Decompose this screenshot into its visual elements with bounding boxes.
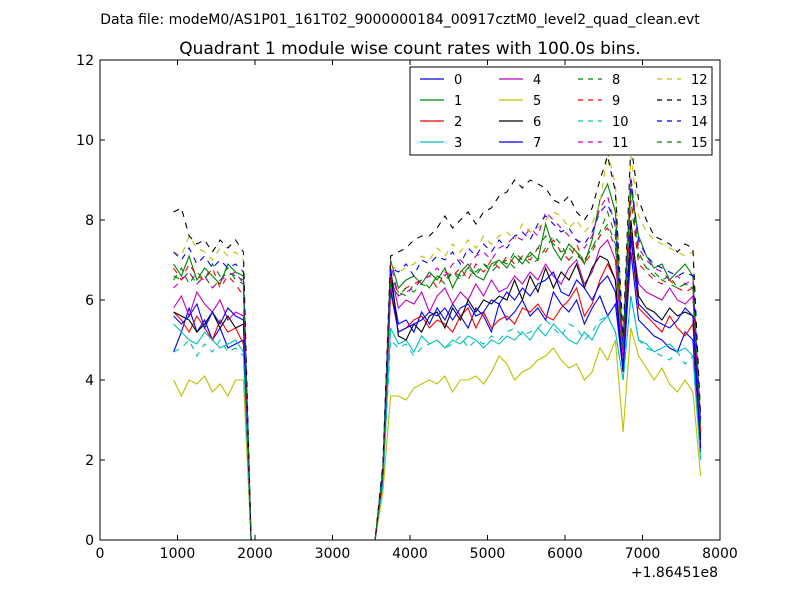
legend-label-7: 7	[533, 136, 541, 151]
legend-label-6: 6	[533, 115, 541, 130]
legend-label-12: 12	[691, 73, 708, 88]
series-line-15	[173, 183, 702, 541]
x-tick-label-3000: 3000	[315, 546, 351, 562]
y-tick-label-10: 10	[76, 133, 94, 149]
x-tick-label-1000: 1000	[160, 546, 196, 562]
x-axis-offset-label: +1.86451e8	[631, 565, 718, 581]
x-tick-label-2000: 2000	[237, 546, 273, 562]
chart-title: Quadrant 1 module wise count rates with …	[179, 39, 640, 59]
legend-label-9: 9	[612, 94, 620, 109]
y-tick-label-8: 8	[85, 213, 94, 229]
x-tick-label-8000: 8000	[702, 546, 738, 562]
axes-layer: 0 1000 2000 3000 4000 5000 6000 7000 80000246810…	[76, 53, 738, 562]
legend-label-13: 13	[691, 94, 708, 109]
y-tick-label-4: 4	[85, 373, 94, 389]
x-tick-label-6000: 6000	[547, 546, 583, 562]
data-file-suptitle: Data file: modeM0/AS1P01_161T02_90000001…	[100, 12, 700, 28]
x-tick-label-7000: 7000	[625, 546, 661, 562]
legend-label-3: 3	[454, 136, 462, 151]
y-tick-label-12: 12	[76, 53, 94, 69]
legend-label-10: 10	[612, 115, 629, 130]
legend-label-11: 11	[612, 136, 629, 151]
legend-label-8: 8	[612, 73, 620, 88]
legend-label-15: 15	[691, 136, 708, 151]
y-tick-label-6: 6	[85, 293, 94, 309]
y-tick-label-0: 0	[85, 533, 94, 549]
y-tick-label-2: 2	[85, 453, 94, 469]
legend-label-1: 1	[454, 94, 462, 109]
x-tick-label-4000: 4000	[392, 546, 428, 562]
legend-label-5: 5	[533, 94, 541, 109]
legend-label-2: 2	[454, 115, 462, 130]
legend-label-14: 14	[691, 115, 708, 130]
legend-label-4: 4	[533, 73, 541, 88]
legend-label-0: 0	[454, 73, 462, 88]
series-line-11	[173, 175, 702, 541]
x-tick-label-5000: 5000	[470, 546, 506, 562]
legend-box	[409, 66, 713, 156]
x-tick-label-0: 0	[96, 546, 105, 562]
